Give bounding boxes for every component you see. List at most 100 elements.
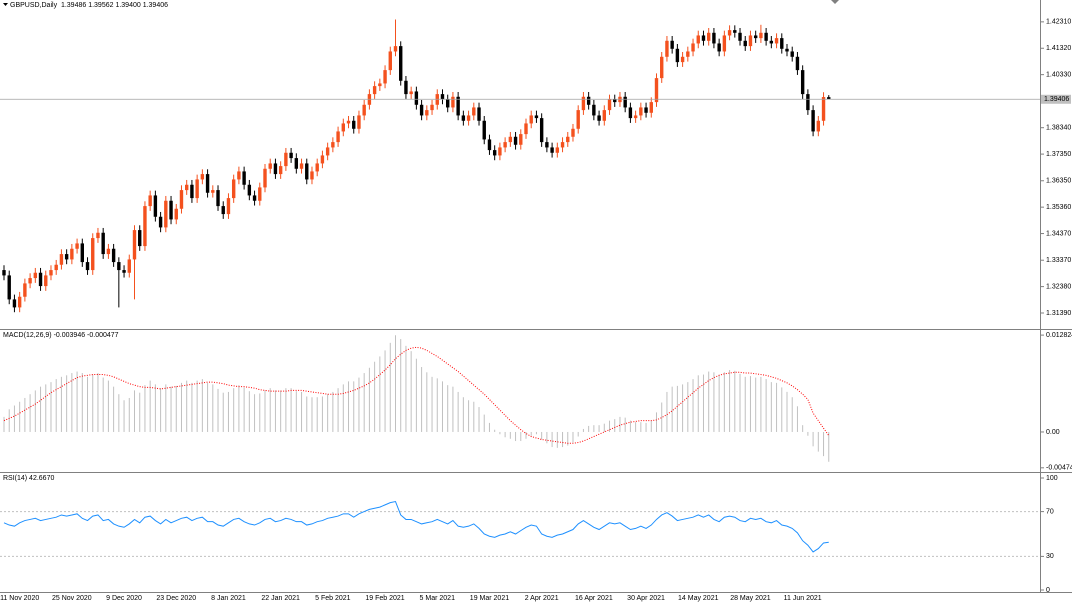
candle-body xyxy=(341,123,345,132)
candle-body xyxy=(576,110,580,129)
candle-body xyxy=(707,32,711,41)
candle-body xyxy=(743,40,747,47)
candle-body xyxy=(508,136,513,143)
candle-body xyxy=(357,115,361,129)
candle-body xyxy=(399,46,403,81)
y-tick-label: 0.00 xyxy=(1046,429,1060,436)
candle-body xyxy=(195,179,199,199)
candle-body xyxy=(242,171,246,185)
candle-body xyxy=(158,216,163,228)
x-tick-label: 11 Nov 2020 xyxy=(0,595,39,602)
candle-body xyxy=(722,35,727,52)
candle-body xyxy=(628,107,633,119)
candle-body xyxy=(190,184,194,199)
candle-body xyxy=(91,238,95,271)
candle-body xyxy=(409,91,413,95)
candle-body xyxy=(393,46,398,52)
candle-body xyxy=(660,56,664,79)
candle-body xyxy=(686,51,690,57)
candle-body xyxy=(372,86,377,95)
candle-body xyxy=(310,171,314,180)
candle-body xyxy=(670,40,674,49)
y-tick-label: 1.38340 xyxy=(1046,125,1071,132)
candle-body xyxy=(748,35,753,47)
candle-body xyxy=(769,40,774,44)
macd-title: MACD(12,26,9) -0.003946 -0.000477 xyxy=(3,332,119,339)
rsi-title: RSI(14) 42.6670 xyxy=(3,475,54,482)
candle-body xyxy=(289,152,293,159)
candle-body xyxy=(117,262,121,271)
x-tick-label: 16 Apr 2021 xyxy=(575,595,613,602)
x-tick-label: 23 Dec 2020 xyxy=(156,595,196,602)
candle-body xyxy=(482,120,486,140)
candle-body xyxy=(696,35,700,44)
candle-body xyxy=(597,115,601,121)
candle-body xyxy=(513,136,518,145)
rsi-line xyxy=(3,500,829,553)
candle-body xyxy=(780,38,784,49)
candle-body xyxy=(430,104,434,111)
y-tick-label: 1.35360 xyxy=(1046,204,1071,211)
candle-body xyxy=(571,128,575,137)
candle-body xyxy=(566,136,570,143)
candle-body xyxy=(336,131,340,143)
candle-body xyxy=(59,254,64,265)
candle-body xyxy=(503,142,507,148)
candle-body xyxy=(675,48,680,63)
menu-arrow[interactable] xyxy=(3,3,8,6)
y-tick-label: 30 xyxy=(1046,553,1054,560)
candle-body xyxy=(555,147,560,153)
candle-body xyxy=(12,299,17,308)
candle-body xyxy=(320,155,325,164)
candle-body xyxy=(404,80,408,95)
candle-body xyxy=(143,206,147,247)
candle-body xyxy=(54,264,58,271)
candle-body xyxy=(169,200,173,220)
candle-body xyxy=(821,97,826,121)
candle-body xyxy=(440,94,445,100)
x-tick-label: 19 Feb 2021 xyxy=(365,595,404,602)
candle-body xyxy=(132,230,137,260)
candle-body xyxy=(252,195,257,201)
y-tick-label: 1.32380 xyxy=(1046,283,1071,290)
y-tick-label: 1.31390 xyxy=(1046,310,1071,317)
candle-body xyxy=(111,248,116,263)
candle-body xyxy=(268,163,272,169)
candle-body xyxy=(764,32,768,41)
candle-body xyxy=(75,243,79,249)
price-title: GBPUSD,Daily 1.39486 1.39562 1.39400 1.3… xyxy=(10,2,168,9)
candle-body xyxy=(529,115,533,124)
y-tick-label: 1.36350 xyxy=(1046,178,1071,185)
candle-body xyxy=(258,187,262,201)
candle-body xyxy=(38,272,43,287)
candle-body xyxy=(800,70,805,95)
y-tick-label: 1.34370 xyxy=(1046,230,1071,237)
y-tick-label: 1.40330 xyxy=(1046,71,1071,78)
current-price-box xyxy=(1041,94,1071,104)
candle-body xyxy=(524,123,528,135)
x-tick-label: 22 Jan 2021 xyxy=(261,595,300,602)
x-tick-label: 9 Dec 2020 xyxy=(106,595,142,602)
candle-body xyxy=(247,184,252,196)
candle-body xyxy=(487,139,492,151)
candle-body xyxy=(633,115,638,119)
candle-body xyxy=(273,163,278,175)
candle-body xyxy=(33,272,38,279)
candle-body xyxy=(550,147,554,153)
candle-body xyxy=(148,195,152,207)
y-tick-label: 1.37350 xyxy=(1046,151,1071,158)
candle-body xyxy=(592,104,596,116)
candle-body xyxy=(461,115,466,121)
candle-body xyxy=(466,115,471,121)
x-tick-label: 19 Mar 2021 xyxy=(470,595,509,602)
candle-body xyxy=(519,134,523,145)
candle-body xyxy=(581,96,586,111)
candle-body xyxy=(299,163,304,169)
candle-body xyxy=(545,142,549,148)
x-tick-label: 14 May 2021 xyxy=(678,595,719,602)
x-tick-label: 30 Apr 2021 xyxy=(627,595,665,602)
candle-body xyxy=(294,158,299,169)
candle-body xyxy=(425,110,429,116)
